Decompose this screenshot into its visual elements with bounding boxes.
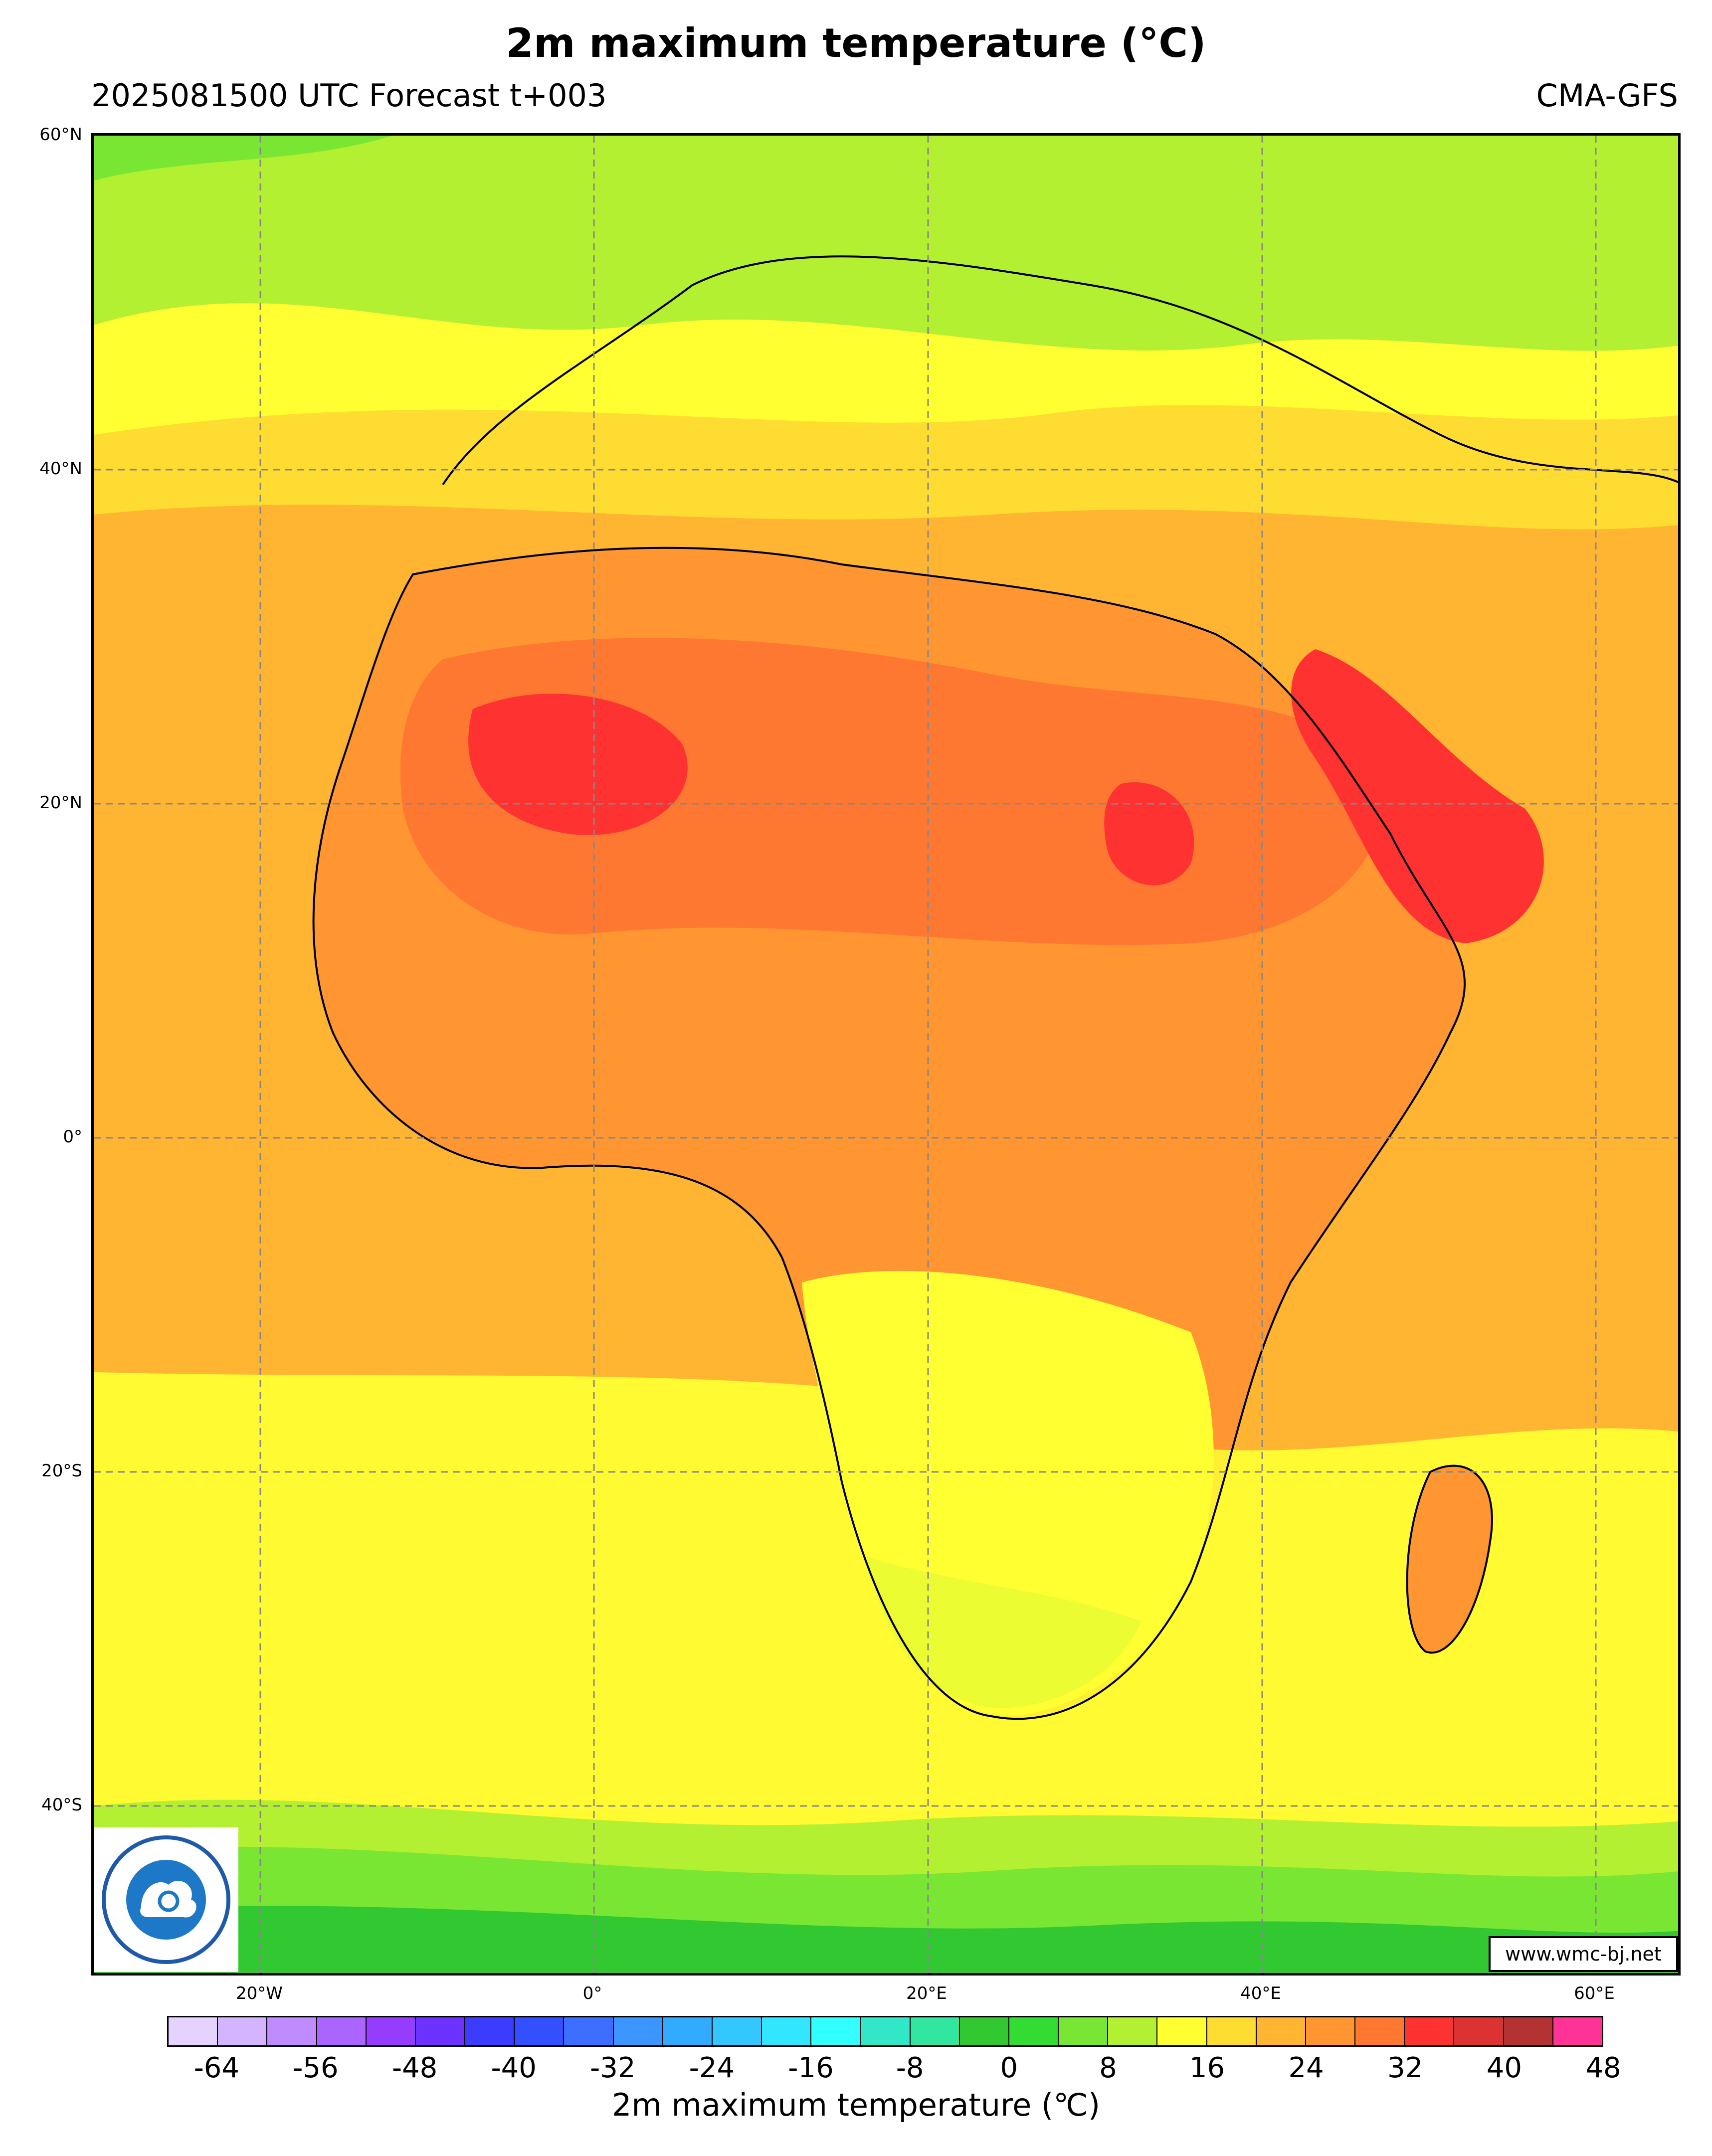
lat-label-60n: 60°N	[39, 125, 82, 145]
colorbar-swatch	[613, 2017, 663, 2045]
website-link[interactable]: www.wmc-bj.net	[1489, 1936, 1678, 1972]
colorbar-swatch	[366, 2017, 416, 2045]
colorbar-tick-label: -32	[590, 2052, 636, 2084]
north-cold-patch	[94, 136, 393, 180]
colorbar-swatch	[1306, 2017, 1356, 2045]
cma-logo	[94, 1827, 238, 1972]
colorbar-swatch	[663, 2017, 713, 2045]
lat-label-40s: 40°S	[41, 1795, 82, 1815]
colorbar-swatch	[1553, 2017, 1602, 2045]
lat-label-equator: 0°	[63, 1127, 82, 1147]
colorbar-swatch	[861, 2017, 911, 2045]
egypt-hotspot	[1104, 782, 1194, 886]
west-sahara-hotspot	[468, 694, 688, 835]
colorbar-tick-label: 8	[1099, 2052, 1117, 2084]
madagascar	[1406, 1464, 1493, 1654]
colorbar-tick-label: -24	[689, 2052, 735, 2084]
europe-coastline	[442, 255, 1678, 486]
forecast-run-label: 2025081500 UTC Forecast t+003	[91, 77, 607, 114]
colorbar-label: 2m maximum temperature (℃)	[611, 2087, 1101, 2123]
colorbar-swatch	[1256, 2017, 1306, 2045]
lon-label-20e: 20°E	[906, 1983, 947, 2003]
lon-label-20w: 20°W	[236, 1983, 283, 2003]
colorbar-swatch	[959, 2017, 1009, 2045]
north-mild-zone	[94, 303, 1678, 435]
colorbar-swatch	[1009, 2017, 1059, 2045]
colorbar-tick-label: -64	[193, 2052, 240, 2084]
colorbar-swatch	[515, 2017, 565, 2045]
colorbar-tick-label: -40	[491, 2052, 537, 2084]
colorbar-swatch	[415, 2017, 466, 2045]
colorbar-swatch	[317, 2017, 367, 2045]
colorbar-swatch	[1405, 2017, 1455, 2045]
colorbar-tick-label: -16	[788, 2052, 834, 2084]
map-canvas	[94, 136, 1678, 1973]
colorbar-tick-label: 16	[1189, 2052, 1225, 2084]
north-cool-zone	[94, 136, 1678, 351]
colorbar-swatch	[712, 2017, 762, 2045]
colorbar-swatch	[169, 2017, 218, 2045]
colorbar-tick-label: 0	[1000, 2052, 1018, 2084]
colorbar-swatch	[1355, 2017, 1405, 2045]
chart-title: 2m maximum temperature (°C)	[506, 20, 1206, 66]
colorbar-tick-label: 32	[1387, 2052, 1423, 2084]
lat-label-20s: 20°S	[41, 1461, 82, 1481]
temperature-map[interactable]	[91, 133, 1681, 1976]
south-cold-ocean	[94, 1906, 1678, 1973]
colorbar-swatch	[1504, 2017, 1553, 2045]
lon-label-40e: 40°E	[1240, 1983, 1281, 2003]
lon-label-60e: 60°E	[1574, 1983, 1615, 2003]
colorbar-tick-label: 40	[1486, 2052, 1522, 2084]
colorbar-tick-label: 48	[1585, 2052, 1621, 2084]
lat-label-40n: 40°N	[39, 459, 82, 479]
colorbar	[167, 2016, 1603, 2047]
colorbar-swatch	[1108, 2017, 1158, 2045]
lon-label-0: 0°	[582, 1983, 602, 2003]
graticule	[94, 136, 1678, 1973]
lat-label-20n: 20°N	[39, 793, 82, 813]
colorbar-swatch	[811, 2017, 861, 2045]
colorbar-swatch	[910, 2017, 960, 2045]
colorbar-swatch	[1157, 2017, 1207, 2045]
colorbar-swatch	[1207, 2017, 1257, 2045]
colorbar-swatch	[267, 2017, 317, 2045]
colorbar-swatch	[762, 2017, 812, 2045]
colorbar-swatch	[564, 2017, 614, 2045]
africa-coastline	[312, 546, 1466, 1720]
colorbar-swatch	[218, 2017, 268, 2045]
colorbar-swatch	[1059, 2017, 1109, 2045]
south-mild-ocean	[94, 1372, 1678, 1881]
colorbar-swatch	[1454, 2017, 1504, 2045]
colorbar-tick-label: 24	[1288, 2052, 1324, 2084]
arabia-hotspot	[1291, 649, 1544, 943]
colorbar-tick-label: -56	[293, 2052, 339, 2084]
colorbar-tick-label: -8	[896, 2052, 924, 2084]
colorbar-swatch	[465, 2017, 515, 2045]
colorbar-tick-label: -48	[391, 2052, 438, 2084]
model-name-label: CMA-GFS	[1536, 77, 1678, 114]
